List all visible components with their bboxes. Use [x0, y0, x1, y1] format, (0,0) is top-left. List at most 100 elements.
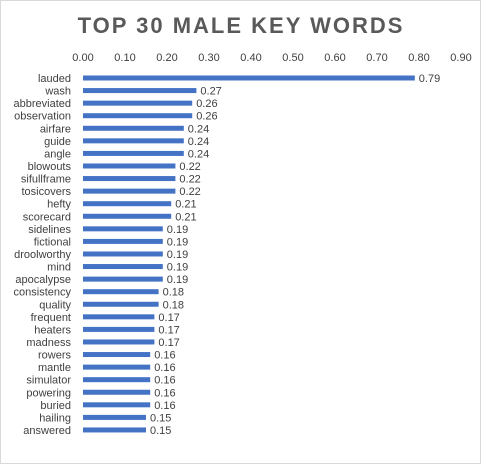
- bar-airfare: [83, 125, 184, 131]
- bar-guide: [83, 138, 184, 144]
- bar-mind: [83, 264, 163, 270]
- bar-observation: [83, 113, 193, 119]
- x-tick-label: 0.10: [114, 52, 135, 64]
- value-label: 0.19: [167, 249, 188, 261]
- x-tick-label: 0.00: [72, 52, 93, 64]
- bar-simulator: [83, 377, 151, 383]
- value-label: 0.18: [163, 299, 184, 311]
- bar-consistency: [83, 289, 159, 295]
- value-label: 0.21: [175, 211, 196, 223]
- category-label: hailing: [39, 412, 71, 424]
- bar-scorecard: [83, 213, 172, 219]
- category-label: lauded: [38, 73, 71, 85]
- bar-angle: [83, 150, 184, 156]
- category-label: consistency: [14, 287, 72, 299]
- value-label: 0.19: [167, 262, 188, 274]
- value-label: 0.24: [188, 148, 209, 160]
- category-label: mind: [47, 262, 71, 274]
- bar-quality: [83, 301, 159, 307]
- value-label: 0.79: [419, 73, 440, 85]
- bar-wash: [83, 88, 197, 94]
- x-tick-label: 0.80: [408, 52, 429, 64]
- bar-hefty: [83, 201, 172, 207]
- value-label: 0.18: [163, 287, 184, 299]
- x-tick-label: 0.40: [240, 52, 261, 64]
- bar-droolworthy: [83, 251, 163, 257]
- category-label: droolworthy: [14, 249, 71, 261]
- value-label: 0.22: [179, 161, 200, 173]
- category-label: buried: [40, 400, 71, 412]
- category-label: wash: [44, 86, 71, 98]
- category-label: frequent: [31, 312, 71, 324]
- category-label: answered: [23, 425, 71, 437]
- bar-fictional: [83, 238, 163, 244]
- category-label: apocalypse: [15, 274, 71, 286]
- value-label: 0.26: [196, 98, 217, 110]
- bar-sifullframe: [83, 176, 176, 182]
- category-label: tosicovers: [21, 186, 71, 198]
- value-label: 0.16: [154, 362, 175, 374]
- x-tick-label: 0.30: [198, 52, 219, 64]
- value-label: 0.19: [167, 274, 188, 286]
- value-label: 0.17: [158, 337, 179, 349]
- bar-lauded: [83, 75, 415, 81]
- bar-blowouts: [83, 163, 176, 169]
- chart-title: TOP 30 MALE KEY WORDS: [78, 13, 405, 38]
- value-label: 0.17: [158, 324, 179, 336]
- category-label: sidelines: [28, 224, 71, 236]
- category-labels: laudedwashabbreviatedobservationairfareg…: [14, 73, 72, 437]
- value-label: 0.15: [150, 412, 171, 424]
- category-label: quality: [39, 299, 71, 311]
- value-label: 0.17: [158, 312, 179, 324]
- value-label: 0.16: [154, 400, 175, 412]
- bar-frequent: [83, 314, 155, 320]
- category-label: madness: [26, 337, 71, 349]
- category-label: sifullframe: [21, 174, 71, 186]
- category-label: rowers: [38, 350, 72, 362]
- bar-madness: [83, 339, 155, 345]
- value-label: 0.24: [188, 136, 209, 148]
- category-label: heaters: [34, 324, 71, 336]
- value-label: 0.22: [179, 174, 200, 186]
- bar-mantle: [83, 364, 151, 370]
- category-label: abbreviated: [14, 98, 72, 110]
- value-label: 0.19: [167, 236, 188, 248]
- bar-buried: [83, 402, 151, 408]
- bars: [83, 75, 415, 433]
- x-axis-ticks: 0.00 0.10 0.20 0.30 0.40 0.50 0.60 0.70 0.80 0.90: [72, 52, 471, 64]
- category-label: blowouts: [28, 161, 72, 173]
- value-labels: 0.790.270.260.260.240.240.240.220.220.22…: [150, 73, 440, 437]
- value-label: 0.16: [154, 387, 175, 399]
- value-label: 0.21: [175, 199, 196, 211]
- value-label: 0.19: [167, 224, 188, 236]
- x-tick-label: 0.50: [282, 52, 303, 64]
- category-label: observation: [14, 111, 71, 123]
- bar-answered: [83, 427, 146, 433]
- value-label: 0.22: [179, 186, 200, 198]
- category-label: fictional: [34, 236, 71, 248]
- bar-powering: [83, 389, 151, 395]
- x-tick-label: 0.70: [366, 52, 387, 64]
- x-tick-label: 0.20: [156, 52, 177, 64]
- bar-heaters: [83, 326, 155, 332]
- bar-sidelines: [83, 226, 163, 232]
- bar-apocalypse: [83, 276, 163, 282]
- category-label: powering: [26, 387, 71, 399]
- value-label: 0.26: [196, 111, 217, 123]
- value-label: 0.16: [154, 350, 175, 362]
- bar-hailing: [83, 414, 146, 420]
- value-label: 0.16: [154, 375, 175, 387]
- bar-abbreviated: [83, 100, 193, 106]
- category-label: guide: [44, 136, 71, 148]
- category-label: airfare: [40, 123, 71, 135]
- category-label: angle: [44, 148, 71, 160]
- x-tick-label: 0.90: [450, 52, 471, 64]
- bar-tosicovers: [83, 188, 176, 194]
- category-label: mantle: [38, 362, 71, 374]
- bar-rowers: [83, 352, 151, 358]
- category-label: scorecard: [23, 211, 71, 223]
- x-tick-label: 0.60: [324, 52, 345, 64]
- value-label: 0.15: [150, 425, 171, 437]
